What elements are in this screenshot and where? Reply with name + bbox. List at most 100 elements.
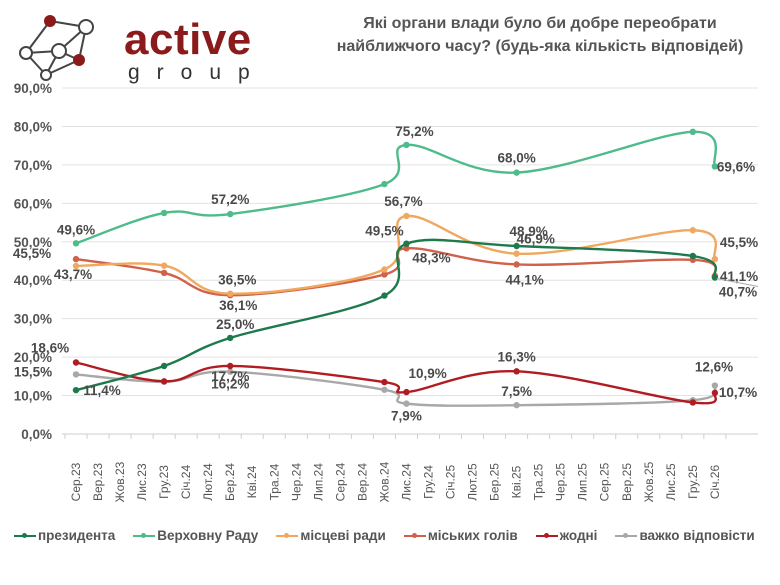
series-4 [72, 359, 719, 406]
data-point [513, 242, 520, 250]
y-tick-label: 90,0% [14, 81, 52, 96]
data-point [689, 128, 697, 136]
data-label: 68,0% [497, 151, 535, 166]
company-logo: active group [18, 10, 251, 84]
data-label: 46,9% [517, 232, 555, 247]
data-label: 44,1% [505, 272, 543, 287]
data-point [403, 245, 410, 252]
legend-line-marker-icon [276, 531, 299, 541]
data-label: 75,2% [395, 124, 433, 139]
series-3 [72, 245, 719, 299]
data-label: 45,5% [13, 246, 51, 261]
data-point [381, 271, 388, 278]
data-point [72, 240, 80, 247]
x-tick-label: Вер.23 [91, 463, 105, 501]
logo-wordmark: active [124, 15, 252, 64]
x-tick-label: Січ.24 [179, 465, 193, 500]
legend-item: президента [14, 528, 115, 543]
data-label: 10,7% [719, 385, 757, 400]
legend-label: міських голів [427, 528, 518, 543]
x-tick-label: Лют.25 [466, 463, 480, 501]
data-label: 41,1% [720, 269, 758, 284]
data-point [403, 212, 410, 220]
data-point [72, 359, 80, 366]
data-label: 45,5% [720, 235, 758, 250]
x-tick-label: Вер.25 [620, 463, 634, 501]
data-point [227, 362, 234, 370]
data-label: 12,6% [695, 360, 733, 375]
y-tick-label: 20,0% [14, 350, 52, 365]
data-label: 7,5% [501, 384, 532, 399]
legend-line-marker-icon [14, 531, 36, 541]
data-label: 57,2% [211, 192, 249, 207]
legend-line-marker-icon [615, 531, 638, 541]
label-leader-line [716, 278, 759, 288]
data-label: 48,9% [509, 224, 547, 239]
x-tick-label: Лип.24 [311, 463, 325, 501]
legend-item: Верховну Раду [133, 528, 258, 543]
x-tick-label: Лип.25 [576, 463, 590, 501]
data-point [72, 255, 80, 263]
data-label: 15,5% [14, 364, 52, 379]
legend-line-marker-icon [535, 531, 558, 541]
data-label: 49,5% [365, 224, 403, 239]
legend-item: міських голів [403, 528, 518, 543]
data-point [513, 261, 520, 268]
data-point [513, 250, 520, 257]
data-point [72, 386, 80, 394]
legend-label: президента [38, 528, 116, 543]
x-tick-label: Бер.24 [223, 463, 237, 501]
gridlines [62, 87, 758, 397]
data-point [403, 240, 410, 247]
legend-label: Верховну Раду [157, 528, 259, 543]
data-label: 10,9% [408, 366, 446, 381]
data-label: 17,7% [211, 369, 249, 384]
legend-label: жодні [559, 528, 598, 543]
data-point [160, 269, 168, 277]
data-point [513, 169, 520, 176]
series-1 [72, 128, 719, 247]
data-point [403, 141, 410, 149]
data-point [403, 388, 410, 396]
legend: президента Верховну Раду місцеві ради міськ… [14, 528, 780, 543]
x-tick-label: Лют.24 [201, 463, 215, 501]
data-point [160, 262, 168, 269]
y-tick-label: 40,0% [14, 273, 52, 288]
data-point [160, 209, 168, 217]
legend-item: важко відповісти [615, 528, 755, 543]
series-2 [72, 212, 719, 297]
data-point [160, 362, 168, 370]
x-tick-label: Гру.25 [686, 465, 700, 499]
x-tick-label: Сер.25 [598, 462, 612, 501]
chart-title-line-1: Які органи влади було би добре переобрат… [363, 15, 717, 32]
data-point [72, 262, 80, 270]
data-point [381, 386, 388, 393]
series-line [75, 247, 717, 297]
data-point [381, 378, 388, 386]
y-axis: 0,0% 10,0% 20,0% 30,0% 40,0% 50,0% 60,0% 70,0% 8… [14, 81, 52, 442]
data-point [689, 399, 697, 406]
x-tick-label: Сер.23 [69, 462, 83, 501]
data-point [689, 227, 697, 234]
x-tick-label: Чер.25 [554, 463, 568, 501]
data-label: 56,7% [384, 194, 422, 209]
data-point [227, 334, 234, 342]
x-tick-label: Тра.24 [267, 463, 281, 500]
data-label: 48,3% [412, 250, 450, 265]
x-tick-label: Кві.25 [510, 465, 524, 498]
x-tick-label: Тра.25 [532, 463, 546, 500]
legend-line-marker-icon [133, 531, 156, 541]
data-label: 69,6% [717, 159, 755, 174]
x-tick-label: Лис.23 [135, 463, 149, 501]
x-tick-label: Гру.23 [157, 465, 171, 499]
data-label: 11,4% [83, 383, 121, 398]
data-point [689, 252, 697, 260]
legend-item: жодні [535, 528, 598, 543]
series-0 [72, 238, 719, 394]
x-tick-label: Жов.23 [113, 461, 127, 502]
data-point [381, 266, 388, 273]
data-point [711, 255, 719, 263]
data-point [381, 292, 388, 299]
data-label: 16,2% [211, 377, 249, 392]
y-tick-label: 0,0% [21, 427, 52, 442]
